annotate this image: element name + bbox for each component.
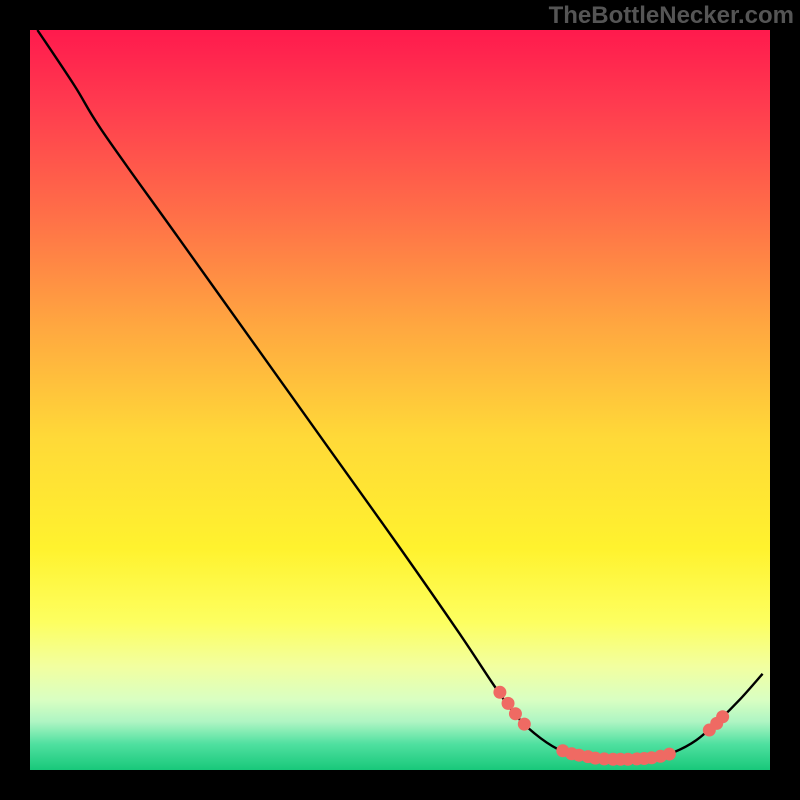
data-marker (518, 718, 531, 731)
chart-svg (0, 0, 800, 800)
data-marker (509, 707, 522, 720)
data-marker (493, 686, 506, 699)
data-marker (716, 710, 729, 723)
data-marker (663, 748, 676, 761)
plot-background (30, 30, 770, 770)
watermark-text: TheBottleNecker.com (549, 2, 794, 30)
